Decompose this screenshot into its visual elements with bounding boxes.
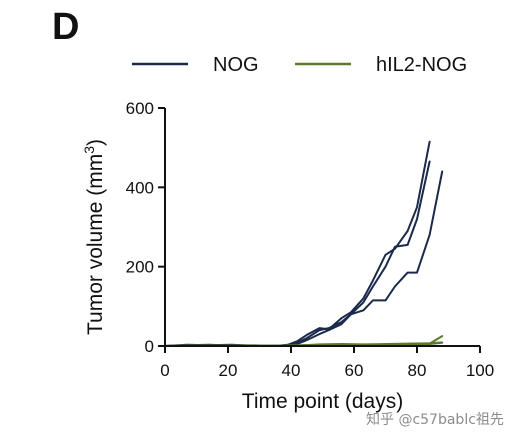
series-line-nog-3 xyxy=(164,170,444,347)
x-tick-label-80: 80 xyxy=(408,361,427,380)
x-tick-label-100: 100 xyxy=(466,361,494,380)
x-tick-label-20: 20 xyxy=(219,361,238,380)
legend-label-hil2-nog: hIL2-NOG xyxy=(376,54,467,76)
watermark: 知乎 @c57bablc祖先 xyxy=(366,412,504,428)
x-tick-label-40: 40 xyxy=(282,361,301,380)
y-tick-label-0: 0 xyxy=(145,337,154,356)
x-axis-label: Time point (days) xyxy=(242,390,403,413)
y-axis-label: Tumor volume (mm3) xyxy=(81,139,107,335)
series-line-nog-1 xyxy=(164,140,431,347)
x-tick-label-0: 0 xyxy=(160,361,169,380)
y-tick-label-600: 600 xyxy=(126,99,154,118)
panel-label: D xyxy=(52,6,80,48)
y-tick-label-200: 200 xyxy=(126,258,154,277)
x-tick-label-60: 60 xyxy=(345,361,364,380)
series-line-nog-2 xyxy=(164,160,431,347)
legend-label-nog: NOG xyxy=(213,54,259,76)
y-tick-label-400: 400 xyxy=(126,178,154,197)
